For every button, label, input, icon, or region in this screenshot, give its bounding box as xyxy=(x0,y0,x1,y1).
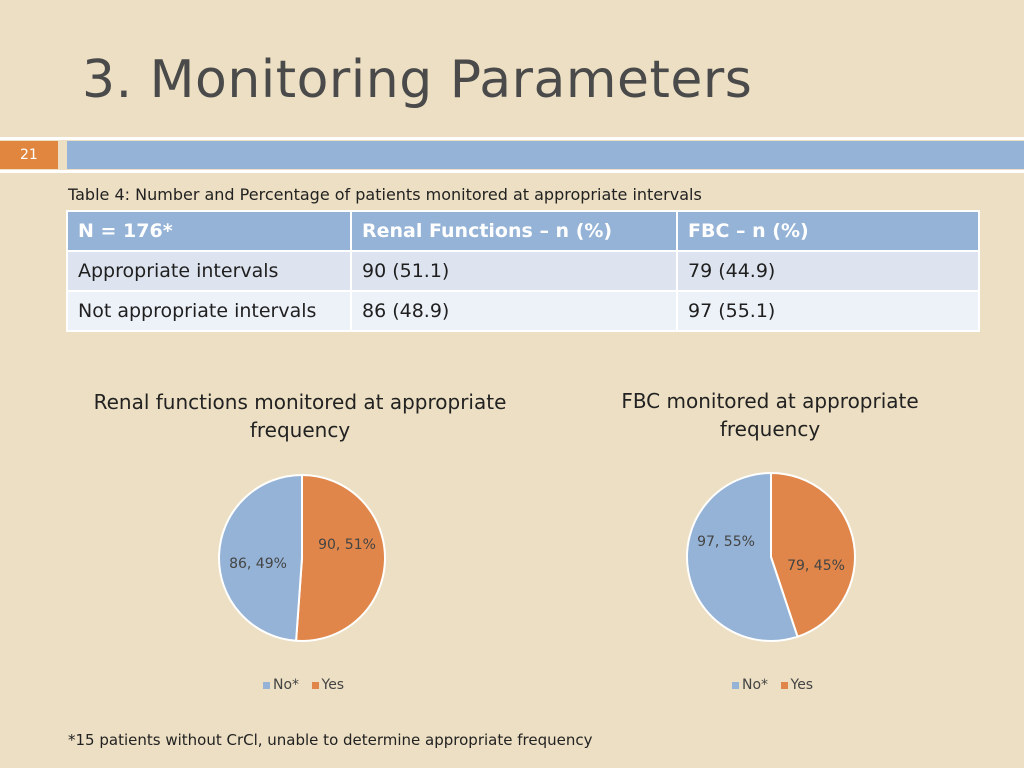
header-cell-fbc: FBC – n (%) xyxy=(676,210,980,252)
pie-slice-no xyxy=(686,471,799,642)
renal-chart-title: Renal functions monitored at appropriate… xyxy=(60,388,540,444)
fbc-value: 79 (44.9) xyxy=(676,250,980,292)
renal-chart-title-line: frequency xyxy=(249,418,351,442)
table-row: Not appropriate intervals 86 (48.9) 97 (… xyxy=(66,290,980,332)
renal-value: 90 (51.1) xyxy=(350,250,678,292)
legend-label: No* xyxy=(273,677,300,693)
renal-value: 86 (48.9) xyxy=(350,290,678,332)
pie-slice-no xyxy=(218,473,303,642)
pie-data-label: 79, 45% xyxy=(787,558,845,574)
table-header-row: N = 176* Renal Functions – n (%) FBC – n… xyxy=(66,210,980,252)
legend-item-no: No* xyxy=(263,677,299,693)
monitoring-table: N = 176* Renal Functions – n (%) FBC – n… xyxy=(66,210,980,332)
renal-legend: No* Yes xyxy=(263,677,352,693)
pie-slice-yes xyxy=(295,473,386,642)
slide-title: 3. Monitoring Parameters xyxy=(82,50,753,110)
header-rule-bottom xyxy=(0,170,1024,173)
legend-swatch xyxy=(732,681,739,689)
fbc-chart-title-line: frequency xyxy=(719,417,821,441)
row-label: Not appropriate intervals xyxy=(66,290,352,332)
fbc-chart-title-line: FBC monitored at appropriate xyxy=(621,389,919,413)
legend-label: Yes xyxy=(321,677,345,693)
fbc-value: 97 (55.1) xyxy=(676,290,980,332)
pie-data-label: 90, 51% xyxy=(318,537,376,553)
page-number: 21 xyxy=(0,141,58,169)
legend-label: No* xyxy=(742,677,769,693)
table-row: Appropriate intervals 90 (51.1) 79 (44.9… xyxy=(66,250,980,292)
header-band xyxy=(67,141,1024,169)
legend-label: Yes xyxy=(790,677,814,693)
pie-data-label: 86, 49% xyxy=(229,556,287,572)
legend-item-yes: Yes xyxy=(780,677,814,693)
legend-swatch xyxy=(780,681,788,689)
pie-slice-yes xyxy=(770,471,856,638)
footnote: *15 patients without CrCl, unable to det… xyxy=(68,731,593,749)
legend-item-yes: Yes xyxy=(311,677,345,693)
row-label: Appropriate intervals xyxy=(66,250,352,292)
fbc-pie: 97, 55% 79, 45% xyxy=(686,471,856,642)
renal-pie: 86, 49% 90, 51% xyxy=(218,473,386,642)
pie-data-label: 97, 55% xyxy=(697,534,755,550)
legend-swatch xyxy=(311,681,319,689)
table-caption: Table 4: Number and Percentage of patien… xyxy=(68,185,702,204)
fbc-chart-title: FBC monitored at appropriate frequency xyxy=(560,387,980,443)
legend-swatch xyxy=(263,681,270,689)
header-rule-top xyxy=(0,137,1024,140)
fbc-legend: No* Yes xyxy=(732,677,821,693)
legend-item-no: No* xyxy=(732,677,768,693)
renal-chart-title-line: Renal functions monitored at appropriate xyxy=(93,390,507,414)
header-cell-renal: Renal Functions – n (%) xyxy=(350,210,678,252)
header-cell-n: N = 176* xyxy=(66,210,352,252)
